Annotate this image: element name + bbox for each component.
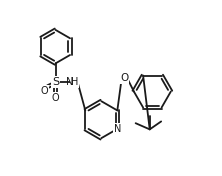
Text: H: H (71, 77, 79, 87)
Text: N: N (66, 77, 74, 87)
Text: O: O (52, 93, 59, 103)
Text: O: O (40, 86, 48, 96)
Text: O: O (120, 73, 128, 83)
Text: N: N (114, 124, 121, 134)
Text: S: S (52, 77, 59, 87)
